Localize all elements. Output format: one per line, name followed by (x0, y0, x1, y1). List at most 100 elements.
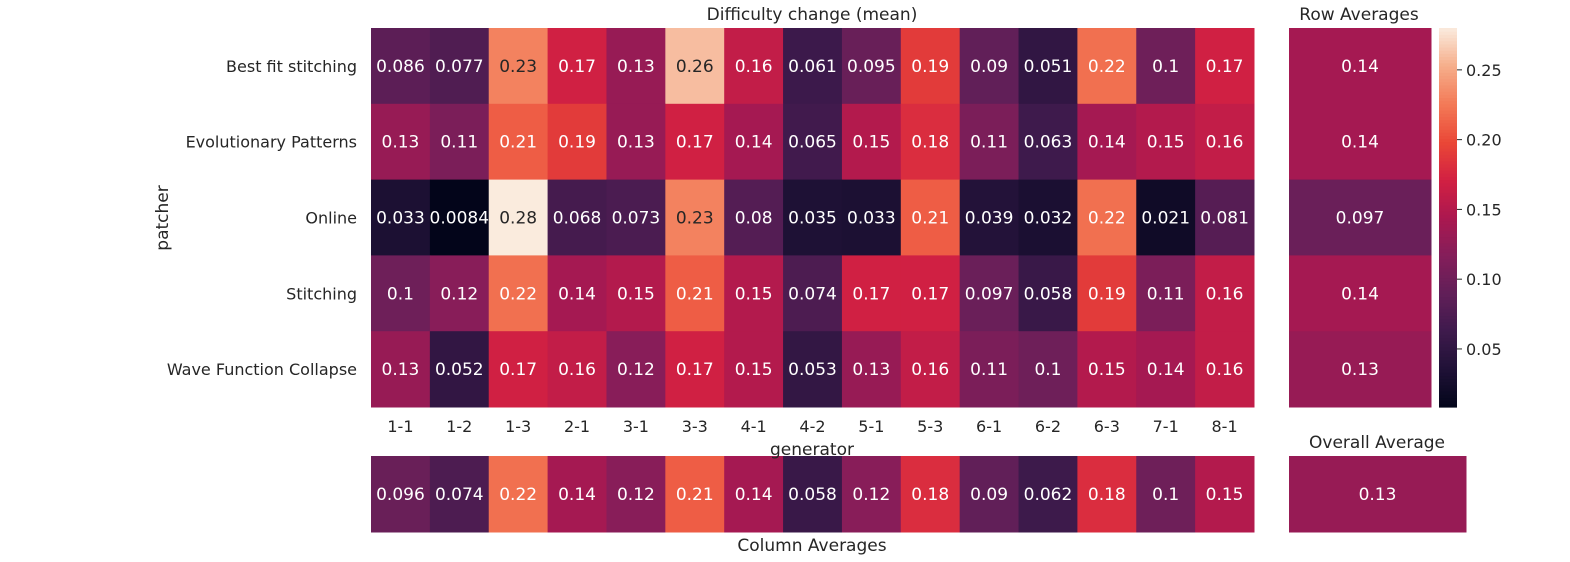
heatmap-cell-label: 0.28 (499, 209, 537, 229)
heatmap-cell-label: 0.22 (1088, 209, 1126, 229)
colorbar-segment (1439, 258, 1457, 263)
heatmap-cell-label: 0.052 (435, 360, 484, 380)
x-tick-label: 8-1 (1211, 417, 1237, 436)
colorbar-segment (1439, 129, 1457, 133)
colorbar-segment (1439, 138, 1457, 143)
row-average-cell-label: 0.13 (1341, 360, 1379, 380)
colorbar-segment (1439, 271, 1457, 275)
heatmap-cell (1018, 179, 1078, 256)
heatmap-cell (900, 331, 961, 408)
heatmap-cell (665, 331, 725, 408)
row-average-cell (1289, 28, 1432, 105)
heatmap-cell (1018, 255, 1078, 332)
heatmap-cell-label: 0.086 (376, 57, 425, 77)
heatmap-cell (724, 179, 784, 256)
heatmap-cell-label: 0.13 (617, 57, 655, 77)
heatmap-cell (547, 331, 607, 408)
heatmap-cell-label: 0.09 (970, 57, 1008, 77)
colorbar-segment (1439, 324, 1457, 329)
heatmap-cell (429, 103, 490, 181)
colorbar-segment (1439, 113, 1457, 118)
colorbar-segment (1439, 268, 1457, 272)
x-tick-label: 2-1 (564, 417, 590, 436)
colorbar-segment (1439, 245, 1457, 250)
colorbar-segment (1439, 249, 1457, 253)
colorbar-segment (1439, 394, 1457, 399)
colorbar-segment (1439, 340, 1457, 345)
y-tick-label: Wave Function Collapse (167, 360, 357, 379)
heatmap-cell-label: 0.1 (1152, 57, 1179, 77)
heatmap-cell-label: 0.15 (852, 133, 890, 153)
column-average-cell-label: 0.22 (499, 485, 537, 505)
row-averages-heatmap: 0.14 0.14 0.097 0.14 0.13 (1289, 28, 1432, 408)
x-tick-label: 6-2 (1035, 417, 1061, 436)
column-average-cell (371, 456, 431, 533)
colorbar-segment (1439, 141, 1457, 146)
colorbar-segment (1439, 239, 1457, 244)
row-average-cell (1289, 179, 1432, 256)
y-tick-label: Online (305, 209, 357, 228)
heatmap-cell-label: 0.0084 (430, 209, 489, 229)
column-average-cell-label: 0.1 (1152, 485, 1179, 505)
colorbar-segment (1439, 62, 1457, 67)
y-tick-labels: Best fit stitching Evolutionary Patterns O… (167, 57, 357, 379)
colorbar-segment (1439, 384, 1457, 389)
heatmap-cell (429, 28, 490, 105)
colorbar-segment (1439, 302, 1457, 307)
heatmap-cell (959, 179, 1020, 256)
x-tick-label: 5-3 (917, 417, 943, 436)
overall-average-title: Overall Average (1309, 433, 1445, 453)
colorbar-segment (1439, 94, 1457, 99)
column-average-cell (665, 456, 725, 533)
heatmap-cell (959, 331, 1020, 408)
heatmap-cell (959, 255, 1020, 332)
column-average-cell-label: 0.15 (1206, 485, 1244, 505)
colorbar-segment (1439, 214, 1457, 219)
x-tick-label: 1-1 (387, 417, 413, 436)
heatmap-cell (606, 331, 666, 408)
heatmap-cell-label: 0.16 (1206, 360, 1244, 380)
x-tick-label: 3-3 (682, 417, 708, 436)
column-average-cell-label: 0.18 (911, 485, 949, 505)
heatmap-cell-label: 0.039 (965, 209, 1014, 229)
heatmap-cell-label: 0.21 (911, 209, 949, 229)
column-average-cell (959, 456, 1020, 533)
heatmap-cell-label: 0.053 (788, 360, 837, 380)
heatmap-cell-label: 0.11 (1147, 284, 1185, 304)
x-tick-label: 1-2 (446, 417, 472, 436)
column-average-cell-label: 0.09 (970, 485, 1008, 505)
heatmap-cell-label: 0.068 (553, 209, 602, 229)
colorbar-segment (1439, 88, 1457, 92)
colorbar-segment (1439, 388, 1457, 392)
heatmap-cell-label: 0.097 (965, 284, 1014, 304)
colorbar-segment (1439, 233, 1457, 238)
heatmap-cell-label: 0.14 (558, 284, 596, 304)
colorbar-segment (1439, 226, 1457, 231)
heatmap-cell (900, 103, 961, 181)
column-average-cell (1018, 456, 1078, 533)
column-average-cell-label: 0.12 (852, 485, 890, 505)
heatmap-cell (1077, 331, 1137, 408)
heatmap-cell-label: 0.13 (382, 133, 420, 153)
y-tick-label: Stitching (286, 284, 357, 303)
heatmap-cell-label: 0.035 (788, 209, 837, 229)
heatmap-cell (1136, 179, 1196, 256)
colorbar-segment (1439, 372, 1457, 377)
heatmap-cell-label: 0.16 (735, 57, 773, 77)
heatmap-cell-label: 0.23 (676, 209, 714, 229)
colorbar-segment (1439, 198, 1457, 203)
heatmap-cell (1195, 179, 1255, 256)
colorbar: 0.05 0.10 0.15 0.20 0.25 (1439, 28, 1502, 408)
heatmap-cell-label: 0.061 (788, 57, 837, 77)
heatmap-cell-label: 0.077 (435, 57, 484, 77)
heatmap-cell (488, 255, 549, 332)
colorbar-segment (1439, 195, 1457, 200)
heatmap-cell-label: 0.15 (735, 360, 773, 380)
heatmap-cell (1195, 28, 1255, 105)
colorbar-segment (1439, 274, 1457, 279)
colorbar-segment (1439, 103, 1457, 108)
main-heatmap: 0.086 0.077 0.23 0.17 0.13 0.26 0.16 0.061 0.095… (371, 28, 1255, 408)
column-average-cell (1136, 456, 1196, 533)
heatmap-cell-label: 0.17 (676, 133, 714, 153)
heatmap-cell (429, 255, 490, 332)
